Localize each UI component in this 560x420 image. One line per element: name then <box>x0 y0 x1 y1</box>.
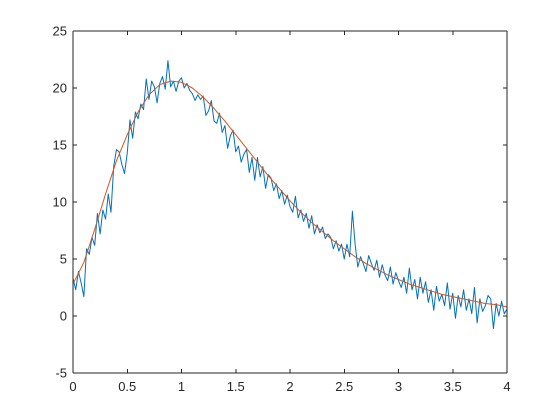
y-tick-label: -5 <box>55 366 67 381</box>
x-tick-label: 2 <box>286 379 293 394</box>
x-tick-label: 0.5 <box>118 379 136 394</box>
series-line-noisy-data <box>72 60 508 330</box>
y-tick-label: 10 <box>53 195 67 210</box>
x-tick-label: 1 <box>178 379 185 394</box>
x-tick-label: 2.5 <box>335 379 353 394</box>
x-tick-label: 1.5 <box>227 379 245 394</box>
series-layer <box>72 60 508 330</box>
y-tick-label: 0 <box>60 309 67 324</box>
x-tick-label: 0 <box>69 379 76 394</box>
y-tick-label: 20 <box>53 81 67 96</box>
y-tick-label: 15 <box>53 138 67 153</box>
series-line-fit <box>72 80 508 308</box>
x-tick-label: 3 <box>395 379 402 394</box>
y-tick-label: 25 <box>53 24 67 39</box>
plot-area <box>73 31 507 373</box>
y-tick-label: 5 <box>60 252 67 267</box>
x-tick-label: 3.5 <box>444 379 462 394</box>
x-tick-label: 4 <box>503 379 510 394</box>
